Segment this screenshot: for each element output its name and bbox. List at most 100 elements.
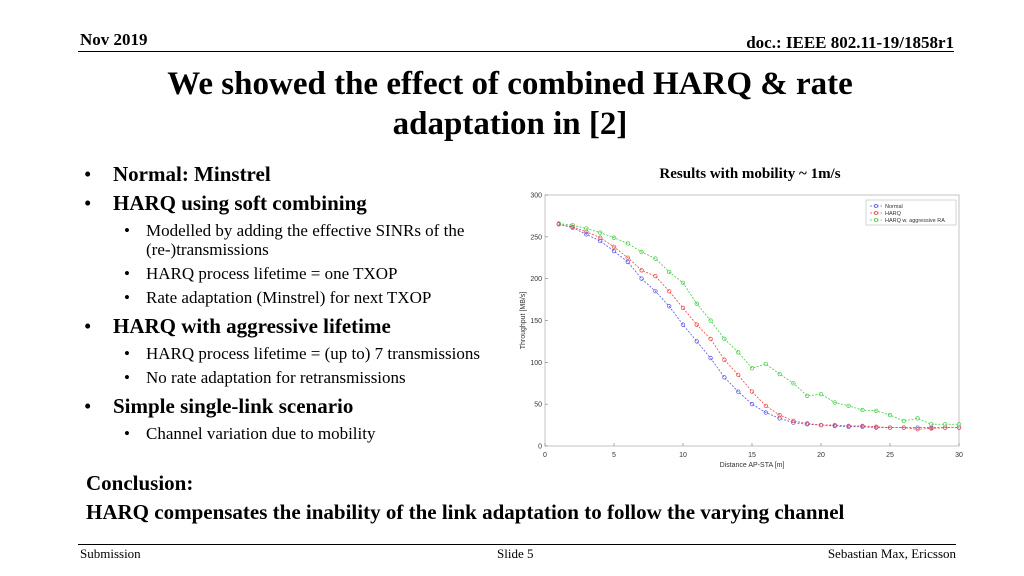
x-tick-label: 10 — [679, 452, 687, 459]
legend-label: HARQ w. aggressive RA — [885, 218, 945, 224]
legend-label: HARQ — [885, 211, 902, 217]
x-tick-label: 15 — [748, 452, 756, 459]
data-point — [791, 381, 796, 386]
legend-box — [865, 199, 957, 226]
data-point — [736, 372, 741, 378]
sub-bullet-lifetime-seven: HARQ process lifetime = (up to) 7 transm… — [84, 344, 514, 363]
data-point — [653, 274, 658, 279]
bullet-harq-soft-combining: HARQ using soft combining — [84, 189, 514, 218]
data-point — [832, 422, 837, 428]
data-point — [667, 289, 672, 294]
legend-marker — [874, 204, 878, 208]
conclusion-text: HARQ compensates the inability of the li… — [86, 500, 845, 524]
y-tick-label: 250 — [530, 234, 542, 241]
y-tick-label: 200 — [530, 276, 542, 283]
data-point — [763, 403, 768, 408]
bullet-list: Normal: Minstrel HARQ using soft combini… — [84, 160, 514, 448]
x-axis-label: Distance AP-STA [m] — [720, 462, 785, 469]
data-point — [556, 221, 561, 226]
data-point — [777, 371, 782, 377]
data-point — [694, 339, 699, 344]
data-point — [874, 424, 879, 429]
data-point — [584, 232, 589, 237]
plot-area — [544, 194, 960, 447]
data-point — [708, 318, 713, 323]
x-tick-label: 30 — [955, 452, 963, 459]
bullet-normal-minstrel: Normal: Minstrel — [84, 160, 514, 189]
data-point — [722, 357, 727, 362]
data-point — [625, 259, 630, 265]
x-tick-label: 0 — [543, 452, 547, 459]
data-point — [680, 322, 686, 327]
data-point — [846, 423, 851, 429]
data-point — [846, 403, 851, 408]
data-point — [749, 402, 755, 407]
data-point — [625, 255, 630, 260]
data-point — [653, 256, 658, 261]
data-point — [694, 322, 699, 327]
y-tick-label: 0 — [538, 444, 542, 451]
data-point — [832, 400, 837, 405]
data-point — [943, 422, 948, 427]
data-point — [777, 412, 782, 418]
data-point — [598, 235, 603, 240]
data-point — [749, 389, 755, 394]
data-point — [887, 412, 893, 418]
data-point — [570, 222, 575, 228]
data-point — [901, 425, 906, 430]
sub-bullet-effective-sinr: Modelled by adding the effective SINRs o… — [84, 221, 514, 259]
legend-marker — [874, 218, 878, 222]
data-point — [708, 336, 713, 342]
data-point — [805, 393, 810, 398]
sub-bullet-process-lifetime: HARQ process lifetime = one TXOP — [84, 264, 514, 283]
series-line-2 — [558, 223, 959, 425]
data-point — [805, 421, 810, 426]
legend-marker — [874, 211, 878, 215]
data-point — [611, 244, 617, 250]
data-point — [956, 422, 962, 427]
data-point — [639, 276, 644, 281]
y-tick-label: 150 — [530, 318, 542, 325]
data-point — [584, 226, 589, 231]
footer-slide-number: Slide 5 — [497, 546, 534, 561]
data-point — [749, 366, 755, 371]
data-point — [694, 301, 699, 306]
data-point — [929, 426, 934, 431]
data-point — [736, 350, 741, 355]
header-divider — [78, 51, 954, 52]
data-point — [915, 427, 920, 432]
data-point — [887, 425, 893, 430]
data-point — [915, 416, 920, 421]
data-point — [818, 391, 824, 397]
sub-bullet-channel-variation: Channel variation due to mobility — [84, 424, 514, 443]
data-point — [763, 361, 768, 367]
data-point — [680, 305, 686, 311]
chart-title: Results with mobility ~ 1m/s — [659, 166, 841, 182]
data-point — [736, 389, 741, 394]
footer-author: Sebastian Max, Ericsson — [827, 546, 956, 561]
data-point — [639, 268, 644, 273]
y-tick-label: 50 — [534, 402, 542, 409]
data-point — [722, 375, 727, 380]
legend-label: Normal — [885, 204, 903, 210]
data-point — [611, 235, 617, 240]
slide-title-line-1: We showed the effect of combined HARQ & … — [167, 66, 853, 102]
data-point — [625, 241, 630, 246]
bullet-harq-aggressive: HARQ with aggressive lifetime — [84, 312, 514, 341]
data-point — [653, 289, 658, 294]
sub-bullet-no-rate-adaptation: No rate adaptation for retransmissions — [84, 368, 514, 387]
x-tick-label: 20 — [817, 452, 825, 459]
slide-title: We showed the effect of combined HARQ & … — [100, 64, 920, 144]
data-point — [901, 418, 906, 424]
footer-submission: Submission — [80, 546, 141, 561]
data-point — [874, 408, 879, 414]
data-point — [722, 336, 727, 342]
series-line-1 — [558, 223, 959, 430]
data-point — [763, 410, 768, 415]
y-tick-label: 100 — [530, 360, 542, 367]
data-point — [791, 420, 796, 425]
data-point — [708, 355, 713, 361]
y-axis-label: Throughput [MB/s] — [520, 292, 527, 350]
slide-title-line-2: adaptation in [2] — [392, 106, 628, 142]
